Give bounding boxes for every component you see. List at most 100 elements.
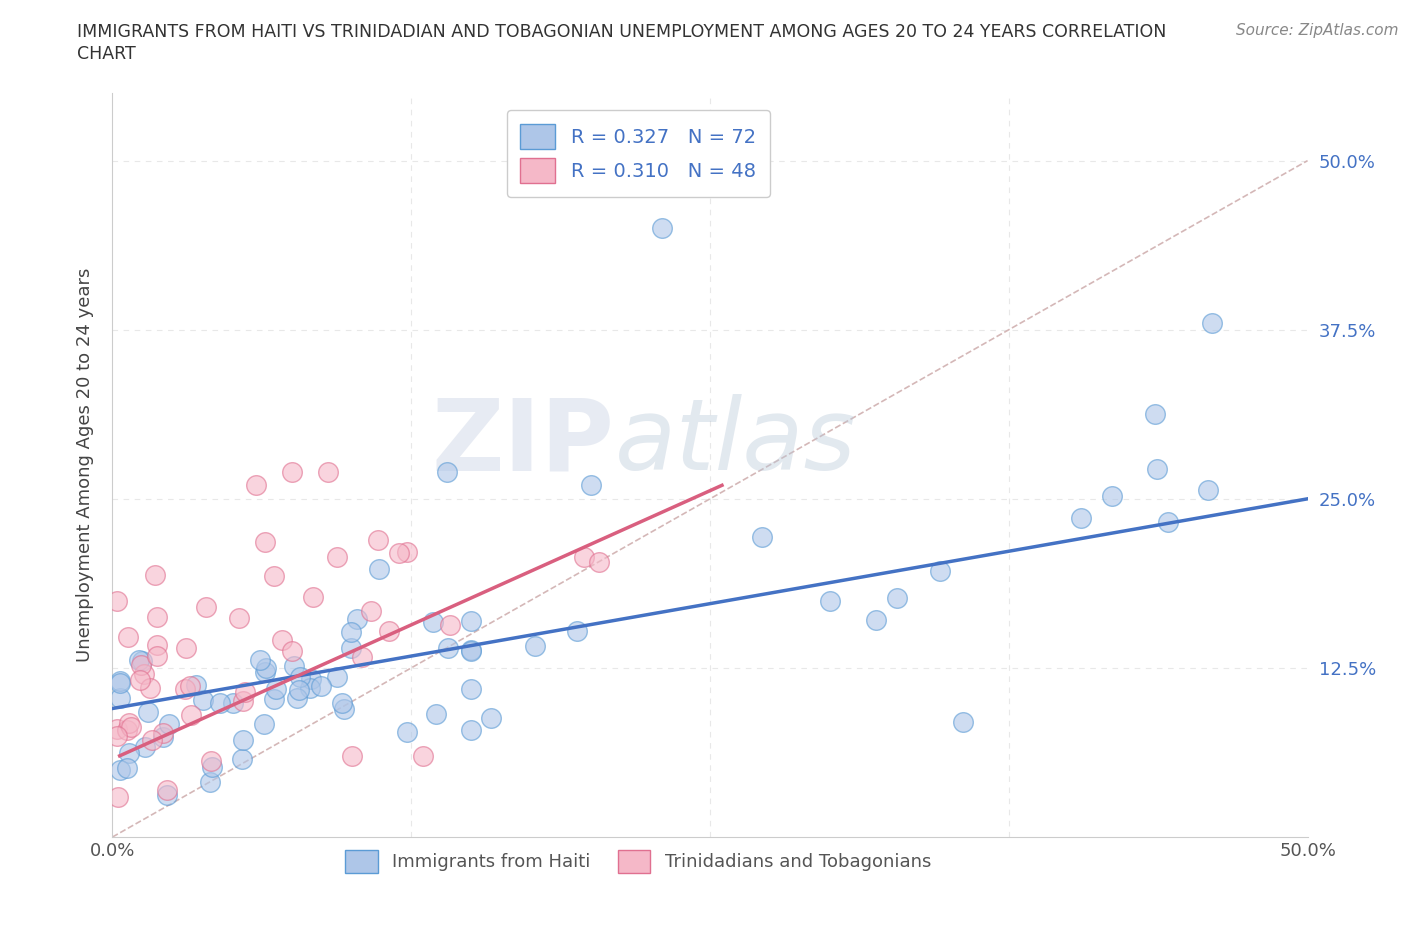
Point — [396, 545, 419, 560]
Point — [339, 640, 361, 655]
Point — [253, 717, 276, 732]
Point — [332, 701, 354, 716]
Point — [136, 705, 159, 720]
Point — [191, 693, 214, 708]
Point — [1144, 406, 1167, 421]
Point — [174, 682, 197, 697]
Point — [340, 749, 363, 764]
Point — [128, 653, 150, 668]
Point — [751, 530, 773, 545]
Point — [200, 754, 222, 769]
Point — [412, 749, 434, 764]
Text: CHART: CHART — [77, 45, 136, 62]
Point — [422, 615, 444, 630]
Point — [179, 679, 201, 694]
Point — [460, 613, 482, 628]
Point — [228, 610, 250, 625]
Point — [1101, 488, 1123, 503]
Point — [285, 691, 308, 706]
Point — [146, 610, 169, 625]
Point — [588, 555, 610, 570]
Point — [117, 745, 139, 760]
Point — [309, 679, 332, 694]
Point — [141, 732, 163, 747]
Point — [233, 684, 256, 699]
Point — [281, 464, 304, 479]
Point — [481, 711, 503, 725]
Point — [350, 649, 373, 664]
Point — [377, 624, 399, 639]
Point — [1201, 315, 1223, 330]
Point — [326, 670, 349, 684]
Point — [439, 618, 461, 632]
Point — [1070, 511, 1092, 525]
Point — [437, 641, 460, 656]
Point — [339, 624, 361, 639]
Point — [129, 658, 152, 673]
Point — [288, 670, 311, 684]
Point — [572, 550, 595, 565]
Text: ZIP: ZIP — [432, 394, 614, 491]
Point — [201, 759, 224, 774]
Point — [1197, 483, 1219, 498]
Point — [156, 783, 179, 798]
Point — [108, 763, 131, 777]
Point — [232, 732, 254, 747]
Point — [1146, 461, 1168, 476]
Point — [299, 671, 322, 686]
Point — [120, 719, 142, 734]
Point — [105, 593, 128, 608]
Point — [270, 632, 292, 647]
Point — [579, 478, 602, 493]
Point — [436, 464, 458, 479]
Point — [152, 729, 174, 744]
Point — [194, 599, 217, 614]
Point — [886, 591, 908, 605]
Point — [1157, 514, 1180, 529]
Point — [184, 677, 207, 692]
Point — [818, 593, 841, 608]
Point — [288, 683, 311, 698]
Point — [157, 716, 180, 731]
Point — [367, 562, 389, 577]
Point — [249, 653, 271, 668]
Point — [108, 691, 131, 706]
Point — [952, 714, 974, 729]
Point — [360, 604, 382, 618]
Point — [146, 649, 169, 664]
Point — [222, 696, 245, 711]
Point — [460, 644, 482, 658]
Point — [929, 564, 952, 578]
Point — [231, 751, 253, 766]
Point — [107, 790, 129, 804]
Point — [367, 533, 389, 548]
Point — [134, 740, 156, 755]
Point — [865, 613, 887, 628]
Point — [115, 723, 138, 737]
Point — [280, 644, 302, 658]
Point — [326, 550, 349, 565]
Point — [651, 220, 673, 235]
Point — [425, 707, 447, 722]
Point — [132, 666, 155, 681]
Legend: Immigrants from Haiti, Trinidadians and Tobagonians: Immigrants from Haiti, Trinidadians and … — [339, 843, 938, 880]
Point — [396, 724, 419, 739]
Point — [245, 478, 267, 493]
Point — [143, 568, 166, 583]
Point — [264, 681, 287, 696]
Point — [174, 640, 197, 655]
Point — [156, 788, 179, 803]
Point — [298, 681, 321, 696]
Point — [128, 672, 150, 687]
Point — [117, 630, 139, 644]
Point — [254, 535, 277, 550]
Point — [146, 637, 169, 652]
Point — [460, 682, 482, 697]
Point — [302, 590, 325, 604]
Point — [460, 723, 482, 737]
Text: Source: ZipAtlas.com: Source: ZipAtlas.com — [1236, 23, 1399, 38]
Point — [460, 643, 482, 658]
Point — [105, 722, 128, 737]
Text: IMMIGRANTS FROM HAITI VS TRINIDADIAN AND TOBAGONIAN UNEMPLOYMENT AMONG AGES 20 T: IMMIGRANTS FROM HAITI VS TRINIDADIAN AND… — [77, 23, 1167, 41]
Point — [283, 658, 305, 673]
